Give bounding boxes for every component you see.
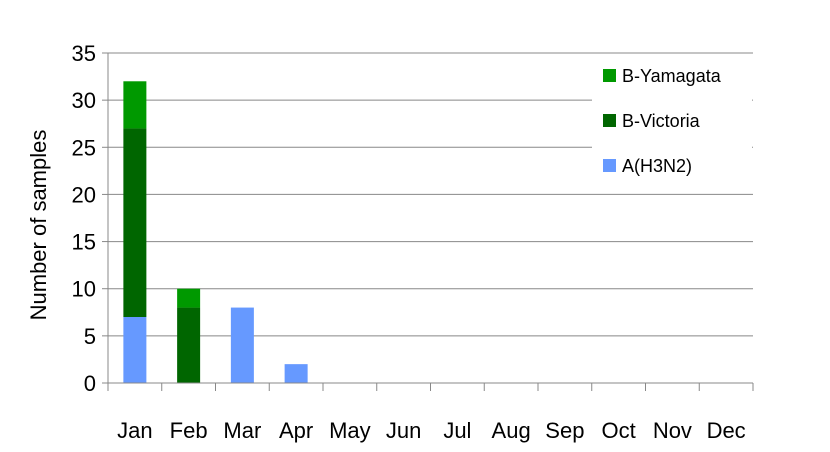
y-tick-label-0: 0 [84, 371, 96, 396]
axes [102, 52, 754, 391]
x-tick-labels: Jan Feb Mar Apr May Jun Jul Aug Sep Oct Nov Dec [117, 418, 746, 443]
x-tick-label-aug: Aug [492, 418, 531, 443]
x-tick-label-jan: Jan [117, 418, 152, 443]
x-tick-label-sep: Sep [545, 418, 584, 443]
legend-label-b-victoria: B-Victoria [622, 111, 701, 131]
bar-feb-b-yamagata [177, 288, 201, 308]
bar-feb-b-victoria [177, 307, 201, 383]
x-tick-label-feb: Feb [170, 418, 208, 443]
x-tick-label-nov: Nov [653, 418, 692, 443]
bar-jan-b-victoria [123, 128, 147, 317]
bars [123, 81, 308, 383]
bar-apr-a-h3n2- [284, 364, 308, 383]
y-tick-label-35: 35 [72, 41, 96, 66]
legend-swatch-a-h3n2- [603, 159, 616, 172]
bar-mar-a-h3n2- [230, 307, 254, 383]
bar-jan-b-yamagata [123, 81, 147, 129]
x-tick-label-may: May [329, 418, 371, 443]
y-tick-label-30: 30 [72, 88, 96, 113]
legend-background [592, 58, 752, 190]
y-tick-label-20: 20 [72, 182, 96, 207]
legend-label-b-yamagata: B-Yamagata [622, 66, 722, 86]
gridlines [108, 52, 753, 337]
legend-swatch-b-yamagata [603, 69, 616, 82]
legend-label-a-h3n2-: A(H3N2) [622, 156, 692, 176]
x-tick-label-mar: Mar [223, 418, 261, 443]
x-tick-label-apr: Apr [279, 418, 313, 443]
x-tick-label-jul: Jul [443, 418, 471, 443]
legend: B-Yamagata B-Victoria A(H3N2) [592, 58, 752, 190]
y-tick-label-10: 10 [72, 277, 96, 302]
legend-swatch-b-victoria [603, 114, 616, 127]
y-tick-labels: 0 5 10 15 20 25 30 35 [72, 41, 96, 396]
x-tick-label-dec: Dec [707, 418, 746, 443]
y-tick-label-25: 25 [72, 135, 96, 160]
y-tick-label-15: 15 [72, 230, 96, 255]
y-axis-title: Number of samples [26, 130, 51, 321]
bar-jan-a-h3n2- [123, 317, 147, 383]
x-tick-label-jun: Jun [386, 418, 421, 443]
x-tick-label-oct: Oct [602, 418, 636, 443]
y-tick-label-5: 5 [84, 324, 96, 349]
